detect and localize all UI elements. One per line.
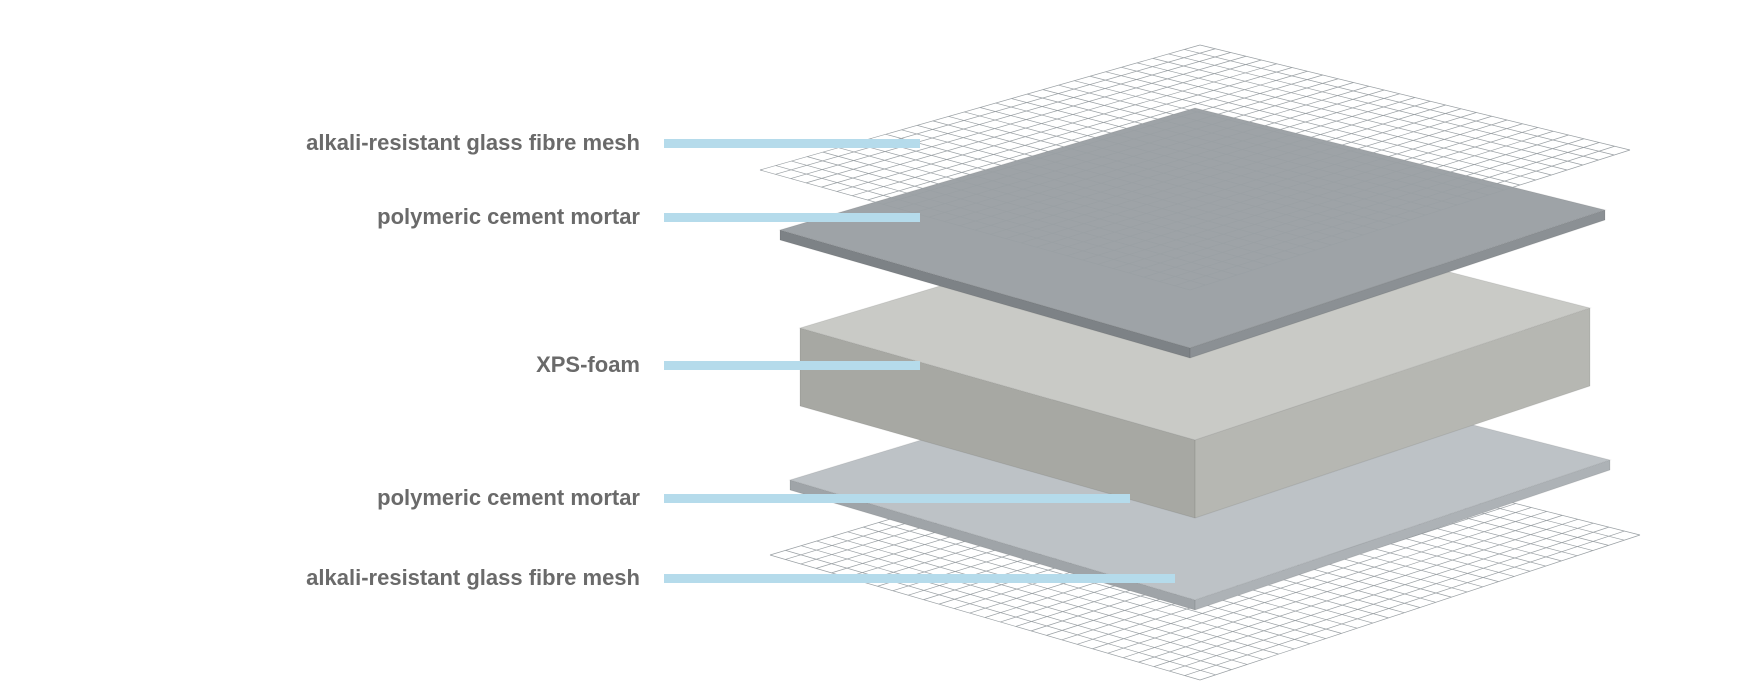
layer-label: polymeric cement mortar (377, 204, 640, 230)
leader-line (664, 139, 920, 148)
leader-line (664, 361, 920, 370)
layer-label: XPS-foam (536, 352, 640, 378)
leader-line (664, 574, 1175, 583)
label-row-4: alkali-resistant glass fibre mesh (306, 566, 1175, 590)
exploded-diagram (0, 0, 1750, 700)
label-row-1: polymeric cement mortar (377, 205, 920, 229)
layer-label: alkali-resistant glass fibre mesh (306, 130, 640, 156)
diagram-stage: alkali-resistant glass fibre mesh polyme… (0, 0, 1750, 700)
leader-line (664, 213, 920, 222)
layer-label: alkali-resistant glass fibre mesh (306, 565, 640, 591)
label-row-3: polymeric cement mortar (377, 486, 1130, 510)
layer-label: polymeric cement mortar (377, 485, 640, 511)
label-row-0: alkali-resistant glass fibre mesh (306, 131, 920, 155)
leader-line (664, 494, 1130, 503)
label-row-2: XPS-foam (536, 353, 920, 377)
